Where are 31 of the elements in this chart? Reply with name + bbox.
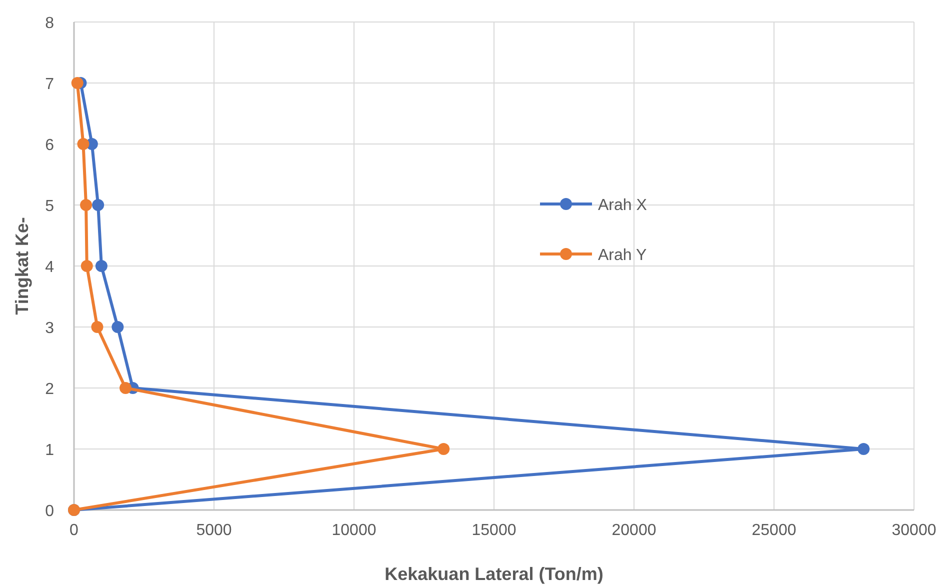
y-tick-label: 8 <box>45 15 54 32</box>
x-tick-label: 25000 <box>752 522 796 539</box>
y-tick-label: 1 <box>45 442 54 459</box>
point <box>91 321 104 333</box>
point <box>858 443 870 455</box>
x-tick-label: 5000 <box>196 522 232 539</box>
point <box>112 321 124 333</box>
y-tick-label: 2 <box>45 381 54 398</box>
x-tick-label: 15000 <box>472 522 516 539</box>
y-tick-label: 6 <box>45 137 54 154</box>
y-tick-label: 5 <box>45 198 54 215</box>
x-tick-label: 0 <box>70 522 79 539</box>
y-axis-title: Tingkat Ke- <box>12 217 32 315</box>
legend-label: Arah Y <box>598 247 647 264</box>
x-tick-label: 10000 <box>332 522 376 539</box>
y-tick-label: 4 <box>45 259 54 276</box>
x-axis-title: Kekakuan Lateral (Ton/m) <box>384 564 604 584</box>
x-tick-label: 30000 <box>892 522 936 539</box>
x-tick-label: 20000 <box>612 522 656 539</box>
point <box>92 199 104 211</box>
point <box>80 199 92 211</box>
legend-label: Arah X <box>598 197 648 214</box>
point <box>438 443 450 455</box>
point <box>77 138 90 150</box>
y-tick-label: 3 <box>45 320 54 337</box>
point <box>95 260 108 272</box>
point <box>71 77 84 89</box>
y-tick-label: 7 <box>45 76 54 93</box>
y-tick-label: 0 <box>45 503 54 520</box>
point <box>120 382 132 394</box>
point <box>80 260 93 272</box>
